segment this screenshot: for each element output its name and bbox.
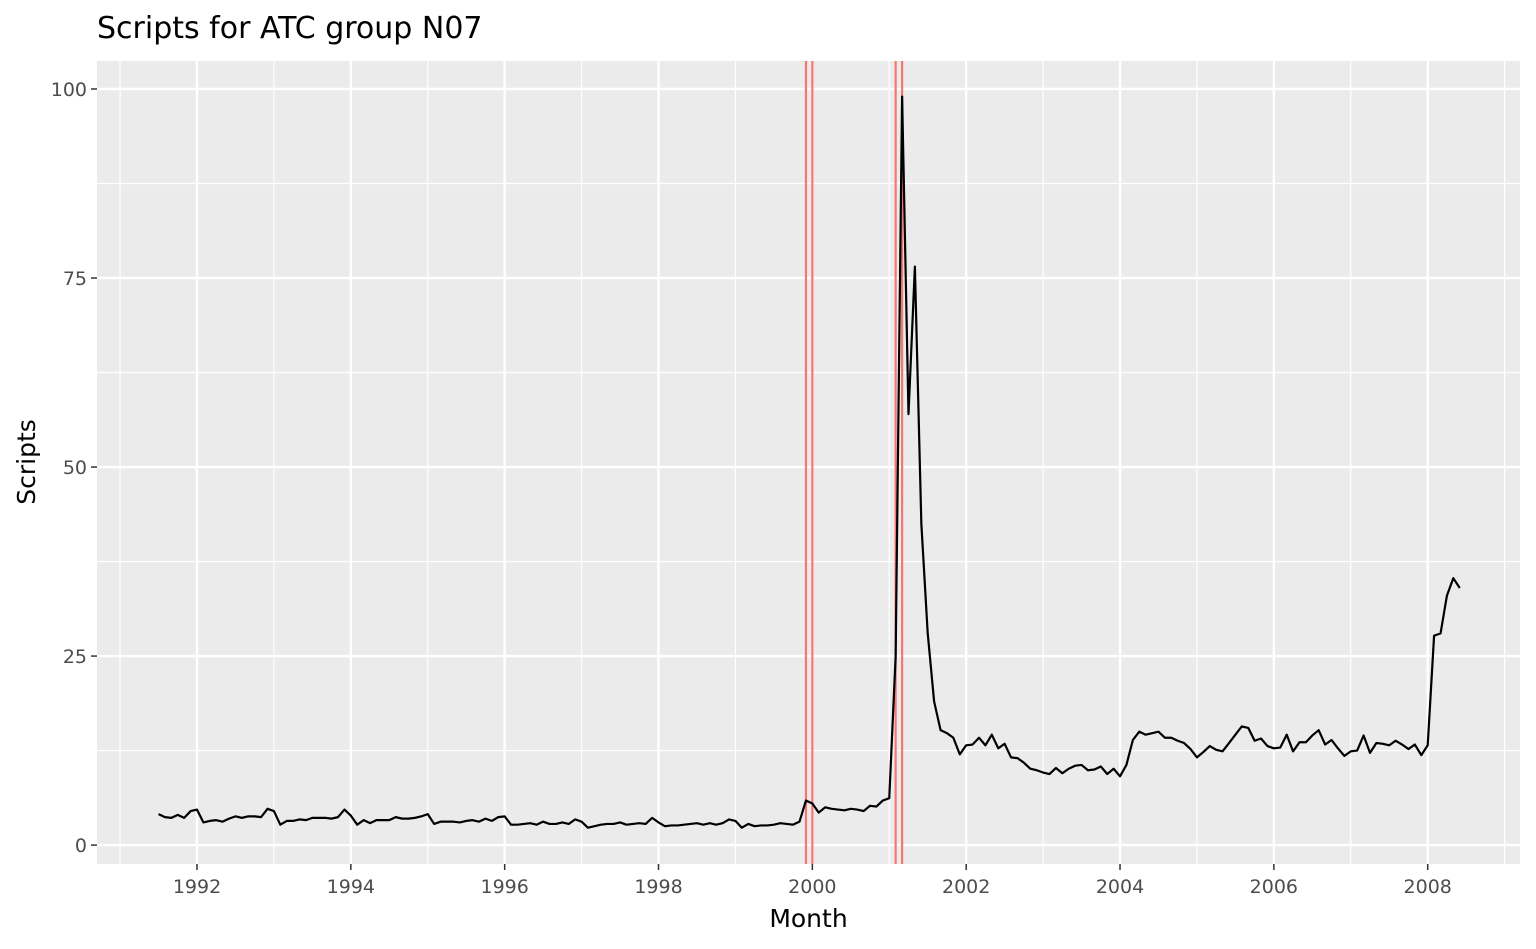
x-tick-label-2002: 2002 <box>942 876 990 898</box>
y-tick-label-75: 75 <box>63 268 87 290</box>
x-tick-label-2000: 2000 <box>788 876 836 898</box>
reference-lines <box>804 61 904 864</box>
plot-panel <box>97 61 1520 864</box>
y-axis: 0 25 50 75 100 <box>51 79 97 857</box>
y-tick-label-25: 25 <box>63 646 87 668</box>
chart-title: Scripts for ATC group N07 <box>97 11 483 46</box>
x-axis-title: Month <box>769 904 847 933</box>
x-tick-label-2008: 2008 <box>1404 876 1452 898</box>
minor-gridlines <box>97 61 1520 864</box>
x-tick-label-2004: 2004 <box>1096 876 1144 898</box>
y-tick-label-100: 100 <box>51 79 87 101</box>
x-tick-label-1994: 1994 <box>327 876 375 898</box>
x-tick-label-1998: 1998 <box>634 876 682 898</box>
y-tick-label-0: 0 <box>75 835 87 857</box>
x-tick-label-1996: 1996 <box>480 876 528 898</box>
y-tick-label-50: 50 <box>63 457 87 479</box>
series-line <box>158 95 1461 829</box>
x-tick-label-1992: 1992 <box>173 876 221 898</box>
x-tick-label-2006: 2006 <box>1250 876 1298 898</box>
x-axis: 1992 1994 1996 1998 2000 2002 2004 2006 2008 <box>173 864 1452 898</box>
y-axis-title: Scripts <box>12 419 41 505</box>
